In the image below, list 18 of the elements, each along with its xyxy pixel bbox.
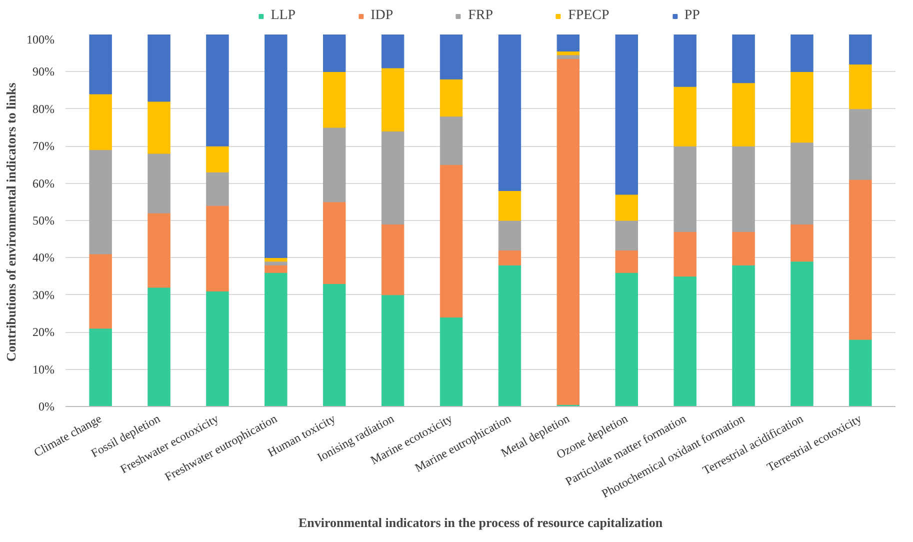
- legend-label: PP: [684, 8, 701, 24]
- x-axis-title: Environmental indicators in the process of resource capitalization: [298, 514, 664, 530]
- y-axis-title: Contributions of environmental indicators to links: [4, 82, 19, 362]
- legend-label: LLP: [270, 8, 296, 24]
- y-tick-label: 100%: [26, 32, 55, 46]
- y-tick-label: 40%: [32, 250, 55, 265]
- y-tick-label: 70%: [32, 139, 55, 154]
- y-tick-label: 0%: [38, 400, 55, 414]
- y-tick-label: 10%: [32, 362, 55, 376]
- y-tick-label: 20%: [32, 325, 55, 340]
- y-tick-label: 90%: [32, 64, 55, 79]
- legend-label: IDP: [370, 8, 394, 24]
- y-tick-label: 30%: [32, 288, 55, 302]
- y-tick-label: 50%: [32, 214, 55, 228]
- legend-label: FRP: [468, 8, 494, 24]
- y-tick-label: 60%: [32, 176, 55, 190]
- legend-label: FPECP: [568, 8, 610, 24]
- y-tick-label: 80%: [32, 102, 55, 116]
